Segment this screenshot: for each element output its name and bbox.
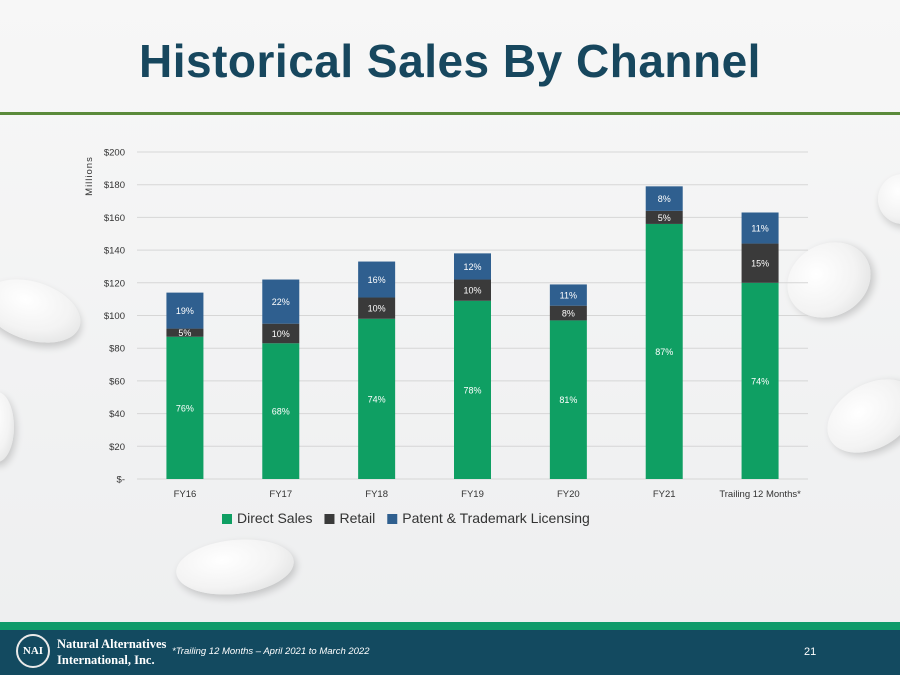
y-tick-label: $- [117, 475, 125, 486]
company-name-line1: Natural Alternatives [57, 637, 167, 651]
x-tick-label: FY20 [557, 489, 580, 500]
logo-text: NAI [22, 645, 44, 657]
data-label: 74% [751, 376, 769, 386]
bar-segment [166, 336, 204, 479]
y-tick-label: $140 [104, 246, 125, 257]
data-label: 68% [272, 407, 290, 417]
x-tick-label: FY17 [269, 489, 292, 500]
x-tick-label: FY21 [653, 489, 676, 500]
data-label: 11% [560, 291, 577, 301]
x-tick-label: Trailing 12 Months* [719, 489, 801, 500]
data-label: 22% [272, 297, 290, 307]
bar-segment [454, 253, 491, 280]
bar-segment [166, 328, 204, 337]
bar-segment [741, 282, 779, 479]
bar-segment [645, 186, 683, 211]
bar-segment [454, 300, 491, 479]
bar-segment [741, 212, 779, 244]
pill-image [0, 392, 14, 462]
y-tick-label: $80 [109, 344, 125, 355]
data-label: 74% [368, 394, 386, 404]
bar-segment [549, 284, 587, 306]
bar-segment [358, 261, 396, 298]
legend-label: Direct Sales [237, 510, 312, 526]
legend-label: Patent & Trademark Licensing [402, 510, 590, 526]
bar-segment [358, 297, 396, 319]
data-label: 78% [463, 385, 481, 395]
bar-segment [741, 243, 779, 283]
legend-label: Retail [339, 510, 375, 526]
legend-swatch [387, 514, 398, 524]
x-tick-label: FY16 [174, 489, 197, 500]
data-label: 87% [655, 347, 673, 357]
data-label: 12% [463, 262, 481, 272]
bar-segment [549, 305, 587, 321]
data-label: 8% [658, 194, 671, 204]
footer-bar [0, 630, 900, 675]
footnote: *Trailing 12 Months – April 2021 to Marc… [172, 646, 370, 657]
y-tick-label: $180 [104, 180, 125, 191]
company-name: Natural Alternatives International, Inc. [57, 636, 166, 668]
data-label: 19% [176, 306, 194, 316]
data-label: 10% [463, 286, 481, 296]
data-label: 16% [368, 275, 386, 285]
bar-segment [166, 292, 204, 329]
bar-segment [454, 279, 491, 301]
y-tick-label: $60 [109, 376, 125, 387]
company-logo: NAI [16, 634, 50, 668]
data-label: 10% [272, 329, 290, 339]
page-number: 21 [804, 646, 817, 658]
data-label: 11% [751, 224, 768, 234]
legend-swatch [222, 514, 232, 524]
company-name-line2: International, Inc. [57, 653, 155, 667]
data-label: 10% [368, 304, 386, 314]
x-tick-label: FY18 [365, 489, 388, 500]
stacked-bar-chart: $- $20 $40 $60 $80 $100 $120 $140 $160 $180 $200 Mi… [84, 148, 808, 526]
pill-image [878, 174, 900, 224]
data-label: 5% [178, 328, 191, 338]
y-tick-label: $20 [109, 442, 125, 453]
data-label: 81% [559, 395, 577, 405]
legend-swatch [324, 514, 335, 524]
y-tick-label: $200 [104, 148, 125, 159]
y-tick-label: $160 [104, 213, 125, 224]
title-divider [0, 112, 900, 115]
data-label: 76% [176, 403, 194, 413]
bar-segment [262, 279, 300, 324]
footer-accent-band [0, 622, 900, 630]
data-label: 15% [751, 259, 769, 269]
x-tick-label: FY19 [461, 489, 484, 500]
bar-segment [262, 343, 300, 479]
data-label: 5% [658, 213, 671, 223]
page-title: Historical Sales By Channel [139, 35, 761, 87]
data-label: 8% [562, 309, 575, 319]
y-axis-label: Millions [84, 156, 95, 196]
bar-segment [645, 223, 683, 479]
bar-segment [262, 323, 300, 344]
y-tick-label: $40 [109, 409, 125, 420]
bar-segment [645, 210, 683, 224]
bar-segment [358, 318, 396, 479]
y-tick-label: $120 [104, 278, 125, 289]
bar-segment [549, 320, 587, 479]
y-tick-label: $100 [104, 311, 125, 322]
